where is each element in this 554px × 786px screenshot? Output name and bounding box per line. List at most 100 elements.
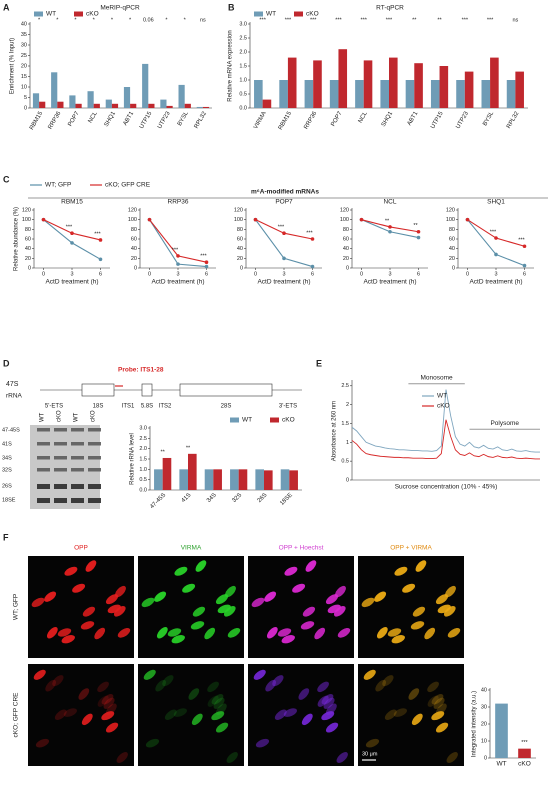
rrna-segment: 5.8S xyxy=(141,404,153,410)
significance: *** xyxy=(335,17,342,23)
nucleus xyxy=(78,688,90,700)
significance: ** xyxy=(413,223,418,229)
nucleus xyxy=(301,713,313,726)
rrna-name: 47S xyxy=(6,381,19,388)
y-tick-label: 100 xyxy=(234,217,243,223)
bar xyxy=(506,80,516,108)
y-tick-label: 20 xyxy=(237,256,243,262)
panel-label: D xyxy=(3,358,10,368)
nucleus xyxy=(376,627,388,639)
y-tick-label: 40 xyxy=(237,246,243,252)
blot-band xyxy=(37,442,50,446)
significance: * xyxy=(129,17,132,23)
bar xyxy=(160,99,167,108)
nucleus xyxy=(384,709,397,720)
x-axis-label: ActD treatment (h) xyxy=(151,279,204,286)
point xyxy=(176,254,180,258)
y-tick-label: 2.0 xyxy=(139,446,147,452)
bar xyxy=(456,80,465,108)
point xyxy=(98,238,103,242)
x-tick-label: RPL32 xyxy=(506,110,521,129)
nucleus xyxy=(277,628,292,637)
probe-label: Probe: ITS1-28 xyxy=(118,367,164,374)
legend-swatch xyxy=(270,417,279,423)
bar xyxy=(329,80,339,108)
series-line xyxy=(149,219,207,268)
y-tick-label: 40 xyxy=(343,246,349,252)
nucleus xyxy=(213,697,225,709)
blot-band xyxy=(71,442,84,446)
nucleus xyxy=(305,560,317,572)
bar xyxy=(166,105,173,108)
nucleus xyxy=(431,694,444,705)
nucleus xyxy=(97,681,109,693)
bar xyxy=(495,703,508,758)
nucleus xyxy=(174,566,188,576)
blot-band xyxy=(88,468,101,472)
nucleus xyxy=(447,627,461,638)
y-tick-label: 0 xyxy=(452,265,455,271)
blot-band xyxy=(54,456,67,460)
legend-label: WT xyxy=(266,11,276,18)
nucleus xyxy=(223,605,236,617)
significance: * xyxy=(56,17,59,23)
blot-band xyxy=(54,428,67,432)
blot-band xyxy=(37,484,50,489)
significance: *** xyxy=(306,230,313,236)
nucleus xyxy=(115,585,126,598)
nucleus xyxy=(272,675,284,687)
nucleus xyxy=(323,697,335,709)
blot-band xyxy=(88,442,101,446)
point xyxy=(388,225,392,229)
lane-label: cKO xyxy=(57,410,63,422)
x-tick-label: 3 xyxy=(494,271,497,277)
y-tick-label: 2.0 xyxy=(239,49,247,55)
panel-label: B xyxy=(228,2,235,12)
significance: ** xyxy=(186,445,191,451)
panel-label: A xyxy=(3,2,10,12)
nucleus xyxy=(255,738,270,748)
nucleus xyxy=(46,627,58,639)
bar xyxy=(105,99,112,108)
nucleus xyxy=(415,560,427,572)
y-tick-label: 2.5 xyxy=(239,35,247,41)
nucleus xyxy=(117,627,131,638)
nucleus xyxy=(445,585,456,598)
x-tick-label: SHQ1 xyxy=(104,110,118,128)
legend-label: cKO xyxy=(86,11,99,18)
y-tick-label: 1.5 xyxy=(239,63,247,69)
nucleus xyxy=(365,738,380,748)
point xyxy=(416,235,421,240)
x-tick-label: RBM15 xyxy=(278,110,294,131)
nucleus xyxy=(361,597,375,608)
bar xyxy=(255,469,264,490)
blot-band xyxy=(54,498,67,503)
rrna-box xyxy=(179,383,273,397)
nucleus xyxy=(211,711,225,721)
bar xyxy=(304,80,314,108)
bar xyxy=(87,91,94,108)
x-tick-label: ABT1 xyxy=(122,110,135,127)
rrna-box xyxy=(141,383,153,397)
x-tick-label: 6 xyxy=(523,271,526,277)
nucleus xyxy=(317,681,329,693)
y-tick-label: 80 xyxy=(131,227,137,233)
bar xyxy=(69,95,76,108)
bar xyxy=(184,103,191,108)
point xyxy=(465,217,470,222)
blot-band xyxy=(54,484,67,489)
row-label: cKO; GFP CRE xyxy=(13,692,20,738)
significance: ns xyxy=(200,17,206,23)
x-tick-label: 26S xyxy=(257,492,269,504)
nucleus xyxy=(427,681,439,693)
nucleus xyxy=(266,627,278,639)
band-label: 32S xyxy=(2,467,12,473)
rrna-segment: 3'-ETS xyxy=(279,404,297,410)
nucleus xyxy=(191,713,203,726)
legend-swatch xyxy=(254,11,263,17)
nucleus xyxy=(44,591,57,602)
lane-label: WT xyxy=(40,412,46,422)
nucleus xyxy=(113,605,126,617)
nucleus xyxy=(164,709,177,720)
bar xyxy=(313,60,322,108)
